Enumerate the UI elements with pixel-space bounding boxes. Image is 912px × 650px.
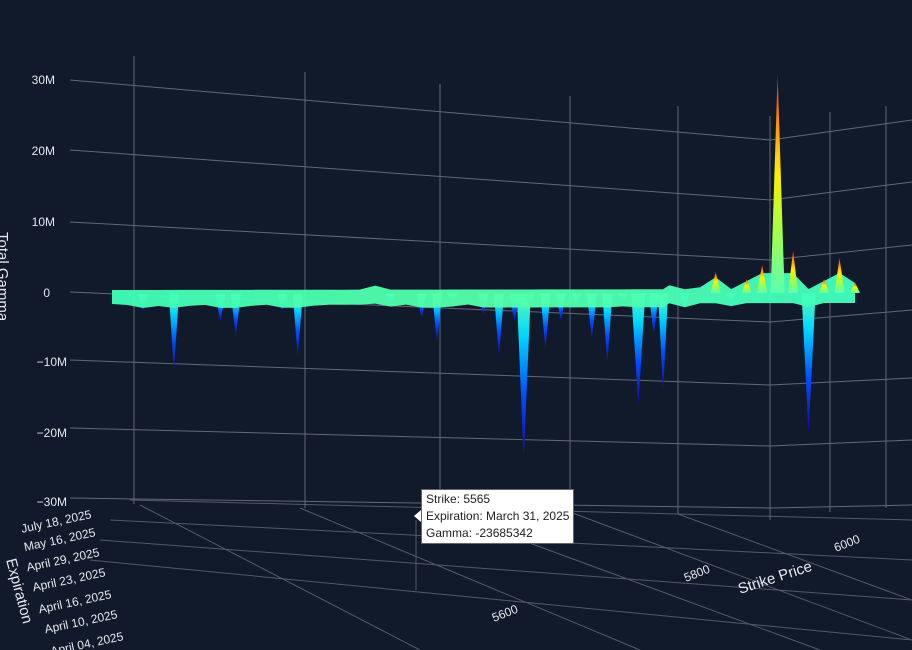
tooltip-gamma-label: Gamma xyxy=(426,526,469,540)
positive-spike[interactable] xyxy=(770,74,785,294)
z-tick: 30M xyxy=(32,73,55,87)
tooltip-expiration-label: Expiration xyxy=(426,509,480,523)
negative-spike[interactable] xyxy=(801,293,816,435)
tooltip-expiration-value: March 31, 2025 xyxy=(486,509,570,523)
positive-spike[interactable] xyxy=(850,282,860,293)
strike-tick: 6000 xyxy=(832,532,862,555)
positive-spike[interactable] xyxy=(741,279,752,294)
negative-spike[interactable] xyxy=(493,293,504,357)
z-tick: 0 xyxy=(43,286,50,300)
surface-sheet[interactable] xyxy=(112,273,855,308)
z-tick: −20M xyxy=(37,426,67,440)
negative-spike[interactable] xyxy=(516,293,531,461)
z-axis-title: Total Gamma xyxy=(0,232,11,322)
z-tick: −10M xyxy=(37,355,67,369)
positive-spike[interactable] xyxy=(834,257,845,294)
positive-spike[interactable] xyxy=(788,250,799,294)
negative-spike[interactable] xyxy=(540,293,551,350)
positive-spike[interactable] xyxy=(710,272,721,294)
positive-gamma-spikes xyxy=(710,74,860,294)
grid-floor xyxy=(89,499,912,650)
tooltip-gamma-row: Gamma: -23685342 xyxy=(426,526,533,540)
tooltip-arrow xyxy=(414,510,421,522)
tooltip-strike-label: Strike xyxy=(426,492,457,506)
gamma-surface[interactable] xyxy=(112,273,855,308)
negative-spike[interactable] xyxy=(602,293,613,364)
strike-tick: 5600 xyxy=(490,602,520,625)
z-tick: 10M xyxy=(32,215,55,229)
positive-spike[interactable] xyxy=(757,264,768,294)
z-tick: 20M xyxy=(32,144,55,158)
strike-tick: 5800 xyxy=(682,562,712,585)
negative-gamma-spikes xyxy=(137,293,816,461)
z-axis: 30M 20M 10M 0 −10M −20M −30M Total Gamma xyxy=(0,73,67,509)
tooltip-strike-value: 5565 xyxy=(463,492,491,506)
negative-spike[interactable] xyxy=(658,293,669,392)
grid-back-wall xyxy=(69,56,912,520)
negative-spike[interactable] xyxy=(292,293,303,358)
hover-tooltip: Strike: 5565 Expiration: March 31, 2025 … xyxy=(421,489,575,544)
positive-spike[interactable] xyxy=(819,278,830,294)
tooltip-gamma-value: -23685342 xyxy=(475,526,533,540)
negative-spike[interactable] xyxy=(168,293,179,372)
tooltip-strike-row: Strike: 5565 xyxy=(426,492,491,506)
negative-spike[interactable] xyxy=(631,293,646,407)
expiration-axis: July 18, 2025 May 16, 2025 April 29, 202… xyxy=(2,507,125,650)
tooltip-expiration-row: Expiration: March 31, 2025 xyxy=(426,509,570,523)
z-tick: −30M xyxy=(37,495,67,509)
